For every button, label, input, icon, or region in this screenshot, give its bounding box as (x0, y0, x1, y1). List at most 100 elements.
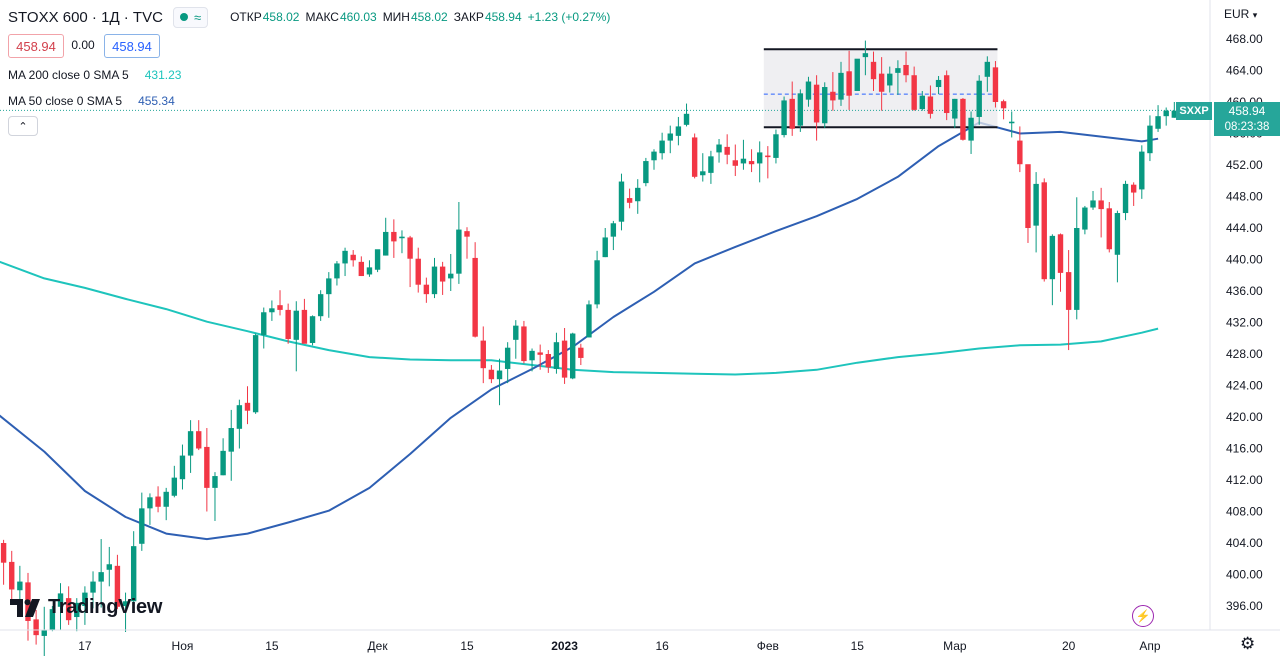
candle (773, 129, 779, 164)
candle (716, 139, 722, 163)
candle-body (90, 581, 96, 593)
candle-body (992, 67, 999, 102)
bolt-icon[interactable]: ⚡ (1132, 605, 1154, 627)
candle-body (1130, 184, 1137, 193)
candle (984, 56, 991, 92)
candle (651, 149, 657, 170)
open-value: 458.02 (262, 10, 300, 24)
ma50-legend[interactable]: MA 50 close 0 SMA 5 455.34 (8, 94, 175, 108)
candle (488, 365, 495, 384)
status-pill[interactable]: ≈ (172, 6, 209, 28)
candle-body (1122, 183, 1129, 214)
candle (732, 144, 738, 177)
candle (301, 298, 308, 344)
candle-body (1049, 235, 1056, 280)
candle (277, 290, 283, 316)
candle-body (269, 308, 275, 313)
candle (830, 72, 836, 111)
high-value: 460.03 (339, 10, 377, 24)
last-price-value: 458.94 (1228, 104, 1266, 118)
candle (464, 227, 470, 259)
time-axis: 17 Ноя 15 Дек 15 2023 16 Фев 15 Мар 20 Апр (0, 629, 1280, 653)
ma200-series (0, 260, 1159, 376)
currency-selector[interactable]: EUR ▾ (1224, 7, 1257, 21)
range-box (0, 48, 1208, 129)
candle-body (830, 91, 836, 101)
candle-body (635, 187, 641, 202)
candle (285, 303, 291, 344)
candle-body (675, 126, 682, 136)
candle (342, 247, 348, 277)
candle-body (984, 61, 991, 77)
candle-body (1090, 200, 1096, 208)
ma50-value: 455.34 (138, 94, 175, 108)
candle-body (358, 261, 365, 277)
candle-body (805, 81, 812, 100)
collapse-legend-button[interactable]: ⌃ (8, 116, 38, 136)
sell-button[interactable]: 458.94 (8, 34, 64, 58)
candle-body (732, 160, 738, 166)
candle-body (415, 258, 421, 285)
candle (740, 139, 747, 170)
candle (1090, 190, 1096, 210)
candle (1139, 145, 1145, 199)
symbol-title[interactable]: STOXX 600 · 1Д · TVC (8, 8, 163, 26)
candle-body (9, 561, 15, 590)
candle-body (700, 171, 706, 176)
candle (781, 96, 787, 138)
candle-body (838, 72, 844, 100)
candle-body (1057, 234, 1064, 273)
y-tick-label: 396.00 (1226, 599, 1263, 613)
candle (496, 358, 503, 406)
high-label: МАКС (305, 10, 339, 24)
candle-body (196, 431, 202, 449)
candle-body (147, 497, 153, 509)
candle-body (301, 309, 308, 344)
chevron-down-icon: ▾ (1252, 10, 1258, 20)
candle-body (537, 352, 543, 355)
candle-body (903, 64, 909, 76)
candle-body (261, 312, 267, 336)
candle-body (399, 236, 405, 239)
candle (513, 320, 519, 359)
candle-body (813, 84, 820, 123)
candle-body (1065, 272, 1072, 310)
candle-body (529, 350, 535, 361)
candle (65, 586, 72, 625)
candle (415, 247, 421, 293)
candle-body (822, 87, 828, 124)
candle-body (1163, 110, 1169, 117)
x-tick-label: Ноя (172, 639, 194, 653)
candle-body (1114, 213, 1121, 255)
candle-body (602, 237, 608, 258)
candle (822, 82, 828, 128)
candle (789, 81, 795, 136)
candle-body (724, 146, 730, 155)
candle (1033, 172, 1039, 253)
candle (90, 571, 96, 609)
candle (846, 50, 852, 110)
candle (1122, 180, 1129, 221)
candle-body (423, 284, 430, 295)
candle (317, 290, 324, 321)
candle-body (33, 619, 39, 636)
candle-body (220, 450, 226, 476)
candle-body (561, 340, 568, 378)
candle-body (383, 231, 389, 256)
candle (724, 134, 730, 165)
x-tick-label: 20 (1062, 639, 1076, 653)
candle (968, 111, 974, 154)
ma200-legend[interactable]: MA 200 close 0 SMA 5 431.23 (8, 68, 181, 82)
candle-body (179, 455, 186, 480)
tradingview-logo[interactable]: TradingView (10, 596, 162, 619)
x-tick-label: Апр (1139, 639, 1161, 653)
x-tick-label: Мар (943, 639, 967, 653)
candle-body (1139, 151, 1145, 190)
candle (1082, 205, 1088, 235)
buy-button[interactable]: 458.94 (104, 34, 160, 58)
candle-body (968, 117, 974, 141)
candle (919, 90, 925, 111)
gear-icon[interactable]: ⚙ (1240, 634, 1256, 653)
candle (1009, 111, 1015, 138)
